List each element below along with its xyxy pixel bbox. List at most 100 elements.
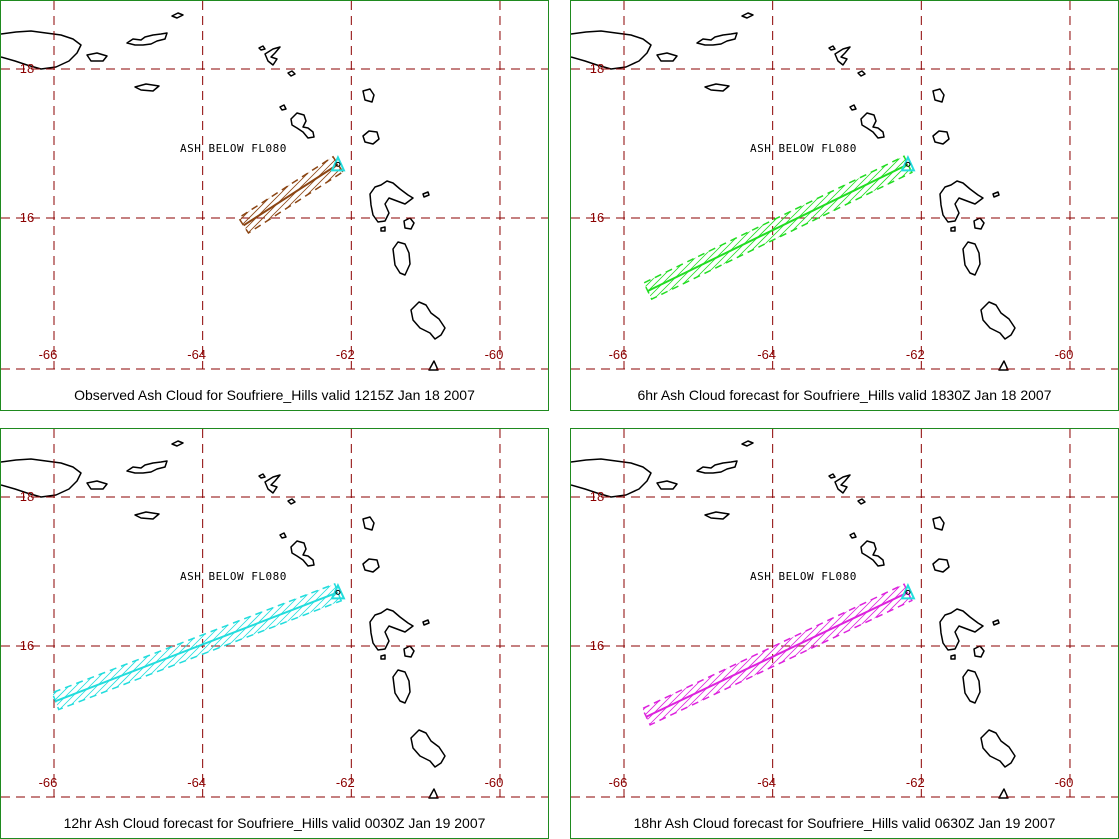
hatch-line <box>1 1 74 401</box>
hatch-line <box>416 429 549 829</box>
hatch-line <box>803 156 912 300</box>
hatch-line <box>238 156 343 234</box>
hatch-line <box>238 156 320 234</box>
hatch-line <box>52 583 299 710</box>
hatch-line <box>1084 1 1119 401</box>
hatch-line <box>1 1 4 401</box>
hatch-line <box>824 156 912 300</box>
coastline <box>369 180 414 223</box>
longitude-label: -60 <box>1055 775 1074 790</box>
hatch-line <box>993 429 1119 829</box>
coastline <box>696 32 738 46</box>
hatch-line <box>238 156 264 234</box>
hatch-line <box>916 1 1119 401</box>
hatch-line <box>705 156 912 300</box>
hatch-line <box>238 156 343 234</box>
hatch-line <box>642 584 806 725</box>
hatch-line <box>845 156 912 300</box>
hatch-line <box>887 584 912 725</box>
volcano-marker-icon <box>900 154 916 172</box>
hatch-line <box>402 429 549 829</box>
hatch-line <box>972 1 1119 401</box>
hatch-line <box>52 583 243 710</box>
coastline <box>258 45 266 51</box>
hatch-line <box>951 1 1119 401</box>
hatch-line <box>1084 429 1119 829</box>
hatch-line <box>331 156 343 234</box>
hatch-line <box>1112 1 1119 401</box>
coastline <box>741 12 754 19</box>
coastline <box>1 458 82 498</box>
hatch-line <box>642 584 883 725</box>
hatch-line <box>901 156 912 300</box>
coastline <box>656 52 678 62</box>
hatch-line <box>894 156 912 300</box>
hatch-line <box>1 1 228 401</box>
hatch-line <box>507 1 549 401</box>
hatch-line <box>331 583 342 710</box>
hatch-line <box>642 584 848 725</box>
coastline <box>290 112 315 139</box>
volcano-island <box>905 161 911 167</box>
hatch-line <box>643 156 912 300</box>
coastline <box>428 360 439 371</box>
coastline <box>410 301 446 340</box>
hatch-line <box>873 584 912 725</box>
hatch-line <box>670 584 912 725</box>
coastline <box>86 480 108 490</box>
hatch-line <box>367 1 549 401</box>
map-panel-6hr: -66 -64 -62 -60 18 16 ASH BELOW FL080 6hr Ash … <box>570 0 1119 411</box>
map-canvas: -66 -64 -62 -60 18 16 ASH BELOW FL080 <box>571 429 1119 829</box>
hatch-line <box>437 429 549 829</box>
hatch-line <box>642 584 912 725</box>
volcano-island <box>905 589 911 595</box>
coastline <box>828 45 836 51</box>
coastline <box>939 608 984 651</box>
longitude-label: -66 <box>609 775 628 790</box>
coastline <box>932 558 950 573</box>
hatch-line <box>1014 1 1119 401</box>
hatch-line <box>684 584 912 725</box>
ash-altitude-annotation: ASH BELOW FL080 <box>180 142 287 155</box>
hatch-line <box>643 156 890 300</box>
hatch-line <box>360 1 549 401</box>
hatch-line <box>479 1 549 401</box>
coastline <box>950 226 956 232</box>
hatch-line <box>649 156 912 300</box>
hatch-line <box>642 584 890 725</box>
hatch-line <box>1091 429 1119 829</box>
hatch-line <box>58 583 342 710</box>
hatch-line <box>916 429 1119 829</box>
hatch-line <box>303 156 343 234</box>
hatch-line <box>514 1 549 401</box>
coastline <box>973 645 985 658</box>
hatch-line <box>458 1 549 401</box>
coastline <box>126 460 168 474</box>
hatch-line <box>642 584 827 725</box>
hatch-line <box>324 156 343 234</box>
hatch-line <box>52 583 341 710</box>
hatch-line <box>656 156 912 300</box>
hatch-line <box>719 584 912 725</box>
hatch-line <box>986 1 1119 401</box>
map-panel-observed: -66 -64 -62 -60 18 16 ASH BELOW FL080 Observed… <box>0 0 549 411</box>
hatch-line <box>528 1 549 401</box>
hatch-line <box>238 156 285 234</box>
coastline <box>369 608 414 651</box>
hatch-line <box>52 583 236 710</box>
map-layer: -66 -64 -62 -60 18 16 ASH BELOW FL080 <box>571 429 1119 829</box>
hatch-line <box>535 429 549 829</box>
hatch-line <box>238 156 343 234</box>
hatch-line <box>149 583 342 710</box>
hatch-line <box>238 156 343 234</box>
hatch-line <box>1049 429 1119 829</box>
hatch-line <box>958 1 1119 401</box>
hatch-line <box>163 583 342 710</box>
hatch-line <box>52 583 342 710</box>
hatch-line <box>643 156 848 300</box>
hatch-line <box>303 583 342 710</box>
hatch-line <box>1000 1 1119 401</box>
hatch-line <box>643 156 912 300</box>
coastline <box>834 474 851 494</box>
coastline <box>287 70 296 77</box>
